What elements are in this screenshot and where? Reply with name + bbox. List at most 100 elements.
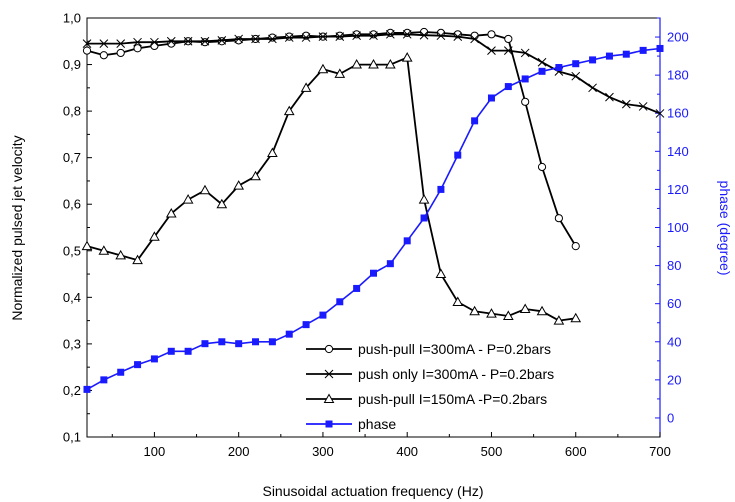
data-point-triangle	[182, 194, 194, 204]
data-point-x	[217, 35, 227, 45]
data-point-square	[538, 67, 546, 75]
data-point-triangle	[283, 105, 295, 116]
data-point-square	[420, 214, 428, 222]
data-point-x	[419, 30, 429, 40]
data-point-triangle	[317, 63, 329, 74]
data-point-circle	[133, 44, 142, 53]
data-point-square	[201, 340, 209, 348]
data-point-square	[437, 185, 445, 193]
data-point-circle	[487, 30, 496, 39]
series-line	[86, 56, 576, 322]
data-point-triangle	[334, 68, 346, 78]
data-point-x	[268, 34, 277, 44]
data-point-square	[572, 60, 580, 68]
data-point-square	[370, 269, 377, 277]
y-tick-label: 0,6	[63, 197, 81, 212]
data-point-triangle	[384, 59, 396, 69]
data-point-x	[352, 31, 362, 41]
data-point-square	[454, 151, 462, 159]
data-point-square	[639, 46, 647, 54]
data-point-x	[99, 39, 109, 48]
data-point-circle	[369, 30, 378, 39]
series-layer	[81, 27, 665, 393]
y-tick-label: 0,8	[63, 104, 81, 119]
data-point-circle	[403, 28, 412, 37]
data-point-triangle	[553, 315, 565, 325]
x-tick-label: 500	[481, 444, 503, 459]
data-point-square	[319, 311, 327, 319]
data-point-circle	[200, 38, 210, 47]
series-circle	[82, 27, 580, 251]
data-point-x	[638, 102, 648, 111]
data-point-x	[605, 92, 614, 102]
y2-tick-label: 80	[667, 258, 681, 273]
x-tick-label: 200	[228, 444, 250, 459]
legend-label: push-pull I=150mA -P=0.2bars	[358, 391, 547, 407]
data-point-square	[386, 260, 394, 268]
y-tick-label: 0,4	[63, 290, 81, 305]
series-triangle	[81, 52, 582, 325]
data-point-x	[520, 48, 530, 58]
legend-item: push only I=300mA - P=0.2bars	[306, 366, 554, 382]
legend-label: push-pull I=300mA - P=0.2bars	[358, 341, 551, 357]
data-point-x	[116, 39, 126, 48]
data-point-square	[521, 75, 529, 83]
y2-tick-label: 140	[667, 144, 689, 159]
y-axis-right: 0 20 40 60 80 100 120 140 160 180 200	[655, 17, 689, 425]
y-tick-label: 0,9	[63, 57, 81, 72]
x-tick-label: 400	[396, 444, 418, 459]
data-point-x	[324, 369, 334, 379]
y2-tick-label: 160	[667, 106, 689, 121]
data-point-circle	[352, 30, 361, 39]
data-point-triangle	[401, 52, 413, 62]
data-point-triangle	[351, 59, 363, 69]
y2-tick-label: 40	[667, 334, 681, 349]
data-point-square	[325, 420, 333, 428]
data-point-circle	[268, 33, 277, 42]
data-point-triangle	[300, 82, 312, 92]
x-tick-label: 300	[312, 444, 334, 459]
data-point-x	[335, 32, 345, 41]
data-point-square	[555, 64, 563, 72]
data-point-circle	[554, 214, 563, 223]
data-point-triangle	[216, 198, 228, 209]
data-point-circle	[571, 242, 580, 251]
y2-tick-label: 120	[667, 182, 689, 197]
data-point-square	[471, 117, 479, 125]
data-point-square	[504, 83, 512, 91]
data-point-square	[235, 340, 243, 348]
series-x	[82, 29, 665, 118]
legend: push-pull I=300mA - P=0.2bars push only I…	[306, 341, 554, 432]
data-point-circle	[285, 32, 294, 41]
data-point-triangle	[250, 170, 261, 181]
data-point-square	[117, 368, 125, 376]
data-point-circle	[521, 97, 530, 106]
data-point-circle	[150, 41, 159, 51]
data-point-circle	[234, 36, 243, 45]
data-point-triangle	[323, 393, 335, 403]
legend-item: phase	[306, 416, 396, 432]
data-point-circle	[82, 46, 92, 55]
data-point-square	[268, 338, 276, 346]
data-point-x	[537, 57, 547, 67]
data-point-x	[621, 99, 631, 109]
data-point-x	[234, 34, 244, 44]
x-axis-label: Sinusoidal actuation frequency (Hz)	[262, 483, 483, 499]
data-point-square	[656, 44, 664, 52]
data-point-triangle	[233, 180, 245, 190]
data-point-triangle	[418, 194, 430, 204]
data-point-triangle	[519, 303, 531, 313]
data-point-x	[385, 29, 395, 39]
data-point-triangle	[98, 245, 110, 255]
data-point-x	[251, 34, 260, 44]
data-point-circle	[386, 28, 395, 37]
data-point-x	[166, 36, 176, 46]
data-point-square	[83, 385, 91, 393]
data-point-circle	[324, 344, 334, 354]
x-tick-label: 600	[565, 444, 587, 459]
y-tick-label: 0,1	[63, 430, 81, 445]
y2-axis-label: phase (degree)	[717, 181, 733, 276]
data-point-square	[605, 52, 613, 60]
y-tick-label: 1,0	[63, 11, 81, 26]
data-point-x	[436, 31, 446, 41]
